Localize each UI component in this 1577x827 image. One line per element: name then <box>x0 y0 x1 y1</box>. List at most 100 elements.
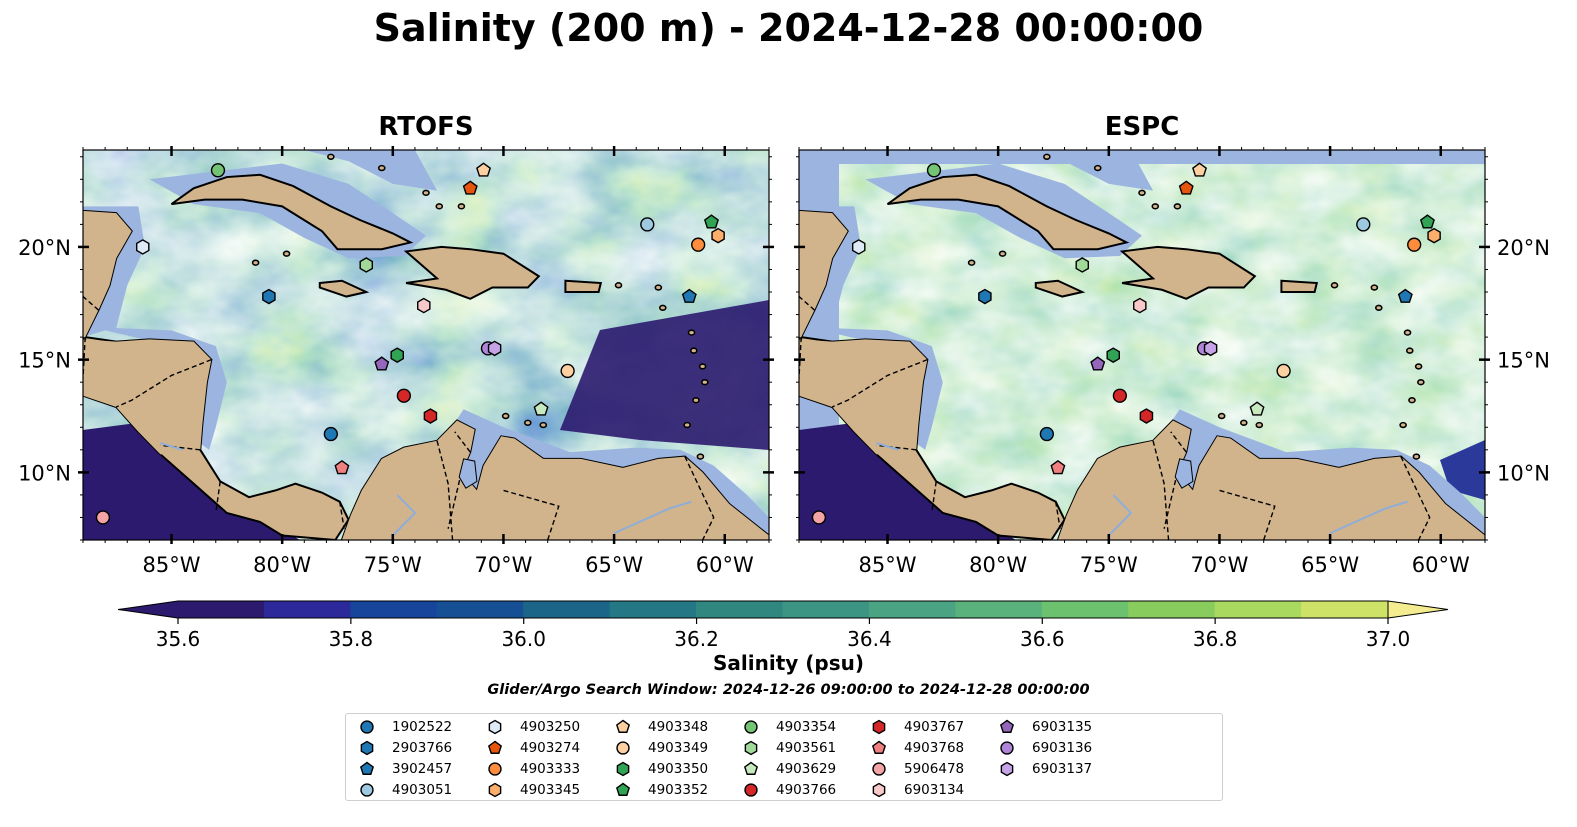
colorbar-segment <box>1301 601 1389 618</box>
panel-title-espc: ESPC <box>1104 112 1180 142</box>
river <box>160 442 183 451</box>
legend-label: 4903350 <box>648 761 709 777</box>
float-marker-4903345 <box>1427 227 1441 244</box>
land-yucatan-fill <box>799 210 848 338</box>
legend-marker <box>872 762 886 776</box>
legend-item-4903348: 4903348 <box>614 717 708 737</box>
float-marker-4903354 <box>210 163 226 178</box>
colorbar-label: Salinity (psu) <box>712 651 864 675</box>
land-cuba <box>886 173 1130 251</box>
legend-marker <box>744 720 758 734</box>
lat-tick-label: 20°N <box>1497 236 1550 260</box>
legend-label: 4903561 <box>776 740 837 756</box>
country-border <box>503 489 560 540</box>
float-marker-4903051 <box>1356 217 1371 232</box>
colorbar-tick-label: 36.0 <box>501 627 546 651</box>
legend-label: 6903135 <box>1032 719 1093 735</box>
float-marker-4903629 <box>1249 401 1265 416</box>
small-island <box>1255 421 1264 429</box>
legend-label: 4903274 <box>520 740 581 756</box>
legend-marker <box>1000 761 1014 777</box>
small-island <box>689 347 698 354</box>
float-marker-3902457 <box>681 288 697 303</box>
legend-marker-icon <box>872 782 886 798</box>
river <box>876 442 899 451</box>
map-panel-espc <box>799 150 1485 540</box>
colorbar-segment <box>955 601 1043 618</box>
lon-tick-label: 65°W <box>1301 553 1359 577</box>
colorbar-tick-label: 36.2 <box>674 627 719 651</box>
legend-marker <box>615 782 631 796</box>
land-honduras-fill <box>799 339 928 455</box>
colorbar-tick-label: 36.4 <box>847 627 892 651</box>
small-island <box>523 419 532 426</box>
country-border <box>1170 431 1187 453</box>
map-frame <box>82 149 770 541</box>
legend-marker <box>872 782 886 798</box>
legend-item-2903766: 2903766 <box>358 738 452 758</box>
country-border <box>799 296 815 311</box>
small-island <box>658 304 667 312</box>
legend-label: 1902522 <box>392 719 453 735</box>
legend-marker-icon <box>872 762 886 776</box>
colorbar-segment <box>609 601 698 618</box>
legend-item-4903350: 4903350 <box>614 759 708 779</box>
legend-marker <box>359 761 375 775</box>
float-marker-6903137 <box>1203 340 1218 357</box>
small-island <box>377 164 386 172</box>
legend-label: 4903349 <box>648 740 709 756</box>
small-island <box>967 259 976 266</box>
float-marker-4903352 <box>703 214 719 229</box>
legend-marker-icon <box>744 783 758 797</box>
legend-item-6903136: 6903136 <box>998 738 1092 758</box>
lon-tick-label: 85°W <box>859 553 917 577</box>
float-marker-4903768 <box>334 459 350 475</box>
legend-item-3902457: 3902457 <box>358 759 452 779</box>
low-salinity-region <box>560 300 769 450</box>
land-cuba <box>170 173 414 251</box>
legend-marker-icon <box>1000 741 1014 755</box>
shelf-area <box>1020 150 1154 191</box>
float-marker-5906478 <box>95 510 111 525</box>
float-marker-4903333 <box>1407 237 1422 252</box>
colorbar-segment <box>350 601 438 618</box>
float-marker-4903561 <box>1075 257 1090 273</box>
no-data-strip <box>799 150 1485 164</box>
land-hispaniola <box>403 245 541 300</box>
shelf-area <box>304 150 438 191</box>
float-marker-6903134 <box>1133 297 1147 314</box>
legend-item-6903135: 6903135 <box>998 717 1092 737</box>
legend-marker-icon <box>744 740 758 756</box>
country-border <box>831 359 928 408</box>
land-rtofs <box>83 150 769 540</box>
small-island <box>1399 421 1407 429</box>
small-island <box>696 453 705 460</box>
panel-title-rtofs: RTOFS <box>378 112 474 142</box>
river <box>392 494 417 537</box>
small-island <box>457 203 466 210</box>
colorbar-segment <box>1041 601 1130 618</box>
float-marker-4903250 <box>135 239 150 255</box>
legend-marker <box>488 782 502 798</box>
small-island <box>698 363 707 370</box>
figure-title: Salinity (200 m) - 2024-12-28 00:00:00 <box>373 6 1204 50</box>
country-border <box>447 472 463 529</box>
lon-tick-label: 60°W <box>696 553 754 577</box>
country-border <box>436 440 454 540</box>
float-marker-3902457 <box>1397 288 1413 303</box>
colorbar-extend-low <box>117 600 179 619</box>
legend-marker-icon <box>616 741 630 755</box>
legend-item-4903333: 4903333 <box>486 759 580 779</box>
legend-item-4903352: 4903352 <box>614 780 708 800</box>
legend-label: 6903134 <box>904 782 965 798</box>
lon-tick-label: 80°W <box>253 553 311 577</box>
legend-item-4903354: 4903354 <box>742 717 836 737</box>
float-marker-4903348 <box>1192 162 1208 177</box>
country-border <box>115 359 212 408</box>
small-island <box>654 284 663 291</box>
lat-tick-label: 15°N <box>18 349 71 373</box>
float-marker-4903629 <box>533 401 549 416</box>
legend-marker <box>744 740 758 756</box>
legend-label: 3902457 <box>392 761 453 777</box>
